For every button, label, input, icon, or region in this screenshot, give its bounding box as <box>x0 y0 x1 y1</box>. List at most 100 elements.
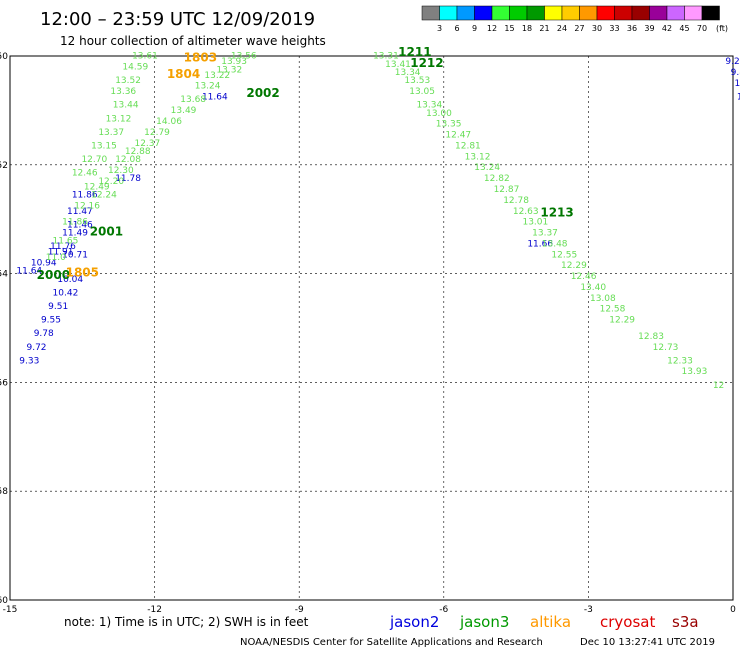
legend-jason3: jason3 <box>459 613 509 631</box>
jason3-wave-height: 13.34 <box>416 101 442 111</box>
pass-label: 2001 <box>90 225 123 239</box>
colorbar-swatch <box>456 5 475 21</box>
colorbar-tick: 3 <box>437 24 442 33</box>
wave-height-labels: 9.33 9.72 9.78 9.55 9.51 10.42 10.04 10.7111.76… <box>16 52 740 391</box>
jason3-wave-height: 13.01 <box>522 218 548 228</box>
jason2-wave-height: 11.47 <box>67 207 93 217</box>
footer-note: note: 1) Time is in UTC; 2) SWH is in fe… <box>64 615 309 629</box>
jason2-wave-height: 9.33 <box>19 356 39 366</box>
x-tick-label: -15 <box>3 605 18 615</box>
legend-s3a: s3a <box>672 613 699 631</box>
jason3-wave-height: 12 <box>713 381 724 391</box>
jason3-wave-height: 12.29 <box>609 316 635 326</box>
jason2-wave-height: 10.94 <box>31 258 57 268</box>
jason3-wave-height: 13.61 <box>132 52 158 62</box>
colorbar-swatch <box>614 5 633 21</box>
y-tick-label: -56 <box>0 378 8 388</box>
grid-lines <box>9 55 734 601</box>
y-tick-label: -60 <box>0 596 8 606</box>
colorbar-tick: 36 <box>627 24 637 33</box>
jason3-wave-height: 13.08 <box>590 294 616 304</box>
pass-label: 1213 <box>540 205 573 219</box>
jason3-wave-height: 12.33 <box>667 356 693 366</box>
y-tick-label: -52 <box>0 161 8 171</box>
pass-label: 2000 <box>37 268 70 282</box>
colorbar-tick: 6 <box>454 24 459 33</box>
jason3-wave-height: 13.05 <box>409 87 435 97</box>
colorbar-tick: 30 <box>592 24 602 33</box>
jason2-wave-height: 11.76 <box>50 242 76 252</box>
jason2-wave-height: 11.86 <box>72 190 98 200</box>
jason2-wave-height: 9.51 <box>48 302 68 312</box>
jason3-wave-height: 12.20 <box>98 177 124 187</box>
pass-label: 1805 <box>66 265 99 279</box>
jason2-wave-height: 10 <box>735 79 740 89</box>
jason3-wave-height: 12.87 <box>494 185 520 195</box>
colorbar-swatch <box>596 5 615 21</box>
x-tick-label: -9 <box>295 605 304 615</box>
jason3-wave-height: 12.73 <box>653 343 679 353</box>
jason3-wave-height: 12.46 <box>571 272 597 282</box>
jason2-wave-height: 11.46 <box>67 220 93 230</box>
colorbar-swatch <box>684 5 703 21</box>
colorbar-tick: 33 <box>609 24 619 33</box>
colorbar-tick: 21 <box>539 24 549 33</box>
colorbar-tick: 15 <box>504 24 514 33</box>
jason3-wave-height: 12.08 <box>115 155 141 165</box>
jason3-wave-height: 13.52 <box>115 76 141 86</box>
pass-label: 1804 <box>167 67 200 81</box>
legend-jason2: jason2 <box>389 613 439 631</box>
jason3-wave-height: 12.49 <box>84 182 110 192</box>
colorbar-tick: 18 <box>522 24 532 33</box>
chart-title: 12:00 – 23:59 UTC 12/09/2019 <box>40 9 315 30</box>
jason3-wave-height: 13.56 <box>231 52 257 62</box>
jason2-wave-height: 11.66 <box>527 239 553 249</box>
colorbar-swatch <box>631 5 650 21</box>
jason3-wave-height: 13.24 <box>474 163 500 173</box>
jason2-wave-height: 10.71 <box>62 250 88 260</box>
pass-label: 1212 <box>410 56 443 70</box>
jason3-wave-height: 12.81 <box>455 141 481 151</box>
jason3-wave-height: 13.35 <box>436 120 462 130</box>
x-tick-label: -3 <box>584 605 593 615</box>
legend-cryosat: cryosat <box>600 613 655 631</box>
colorbar-swatch <box>439 5 458 21</box>
jason3-wave-height: 12.37 <box>134 139 160 149</box>
y-tick-label: -58 <box>0 487 8 497</box>
jason3-wave-height: 12.82 <box>484 174 510 184</box>
colorbar-swatch <box>579 5 598 21</box>
colorbar-tick: 24 <box>557 24 567 33</box>
jason3-wave-height: 13.37 <box>98 128 124 138</box>
jason3-wave-height: 13.15 <box>91 141 117 151</box>
jason2-wave-height: 9.29 <box>725 57 740 67</box>
jason3-wave-height: 12.30 <box>108 166 134 176</box>
y-axis-ticks: -50 -52 -54 -56 -58 -60 <box>0 52 8 606</box>
jason2-wave-height: 10.04 <box>57 275 83 285</box>
jason3-wave-height: 12.70 <box>81 155 107 165</box>
colorbar-tick: 12 <box>487 24 497 33</box>
jason3-wave-height: 13.93 <box>221 57 247 67</box>
colorbar-swatch <box>491 5 510 21</box>
jason3-wave-height: 11.0 <box>46 253 66 263</box>
colorbar-unit: (ft) <box>716 24 728 33</box>
jason2-wave-height: 9.72 <box>26 343 46 353</box>
colorbar-swatch <box>561 5 580 21</box>
jason2-wave-height: 10.42 <box>53 288 79 298</box>
colorbar-swatch <box>544 5 563 21</box>
jason3-wave-height: 13.40 <box>580 283 606 293</box>
colorbar-tick: 70 <box>697 24 707 33</box>
jason3-wave-height: 13.24 <box>195 82 221 92</box>
jason3-wave-height: 12.16 <box>74 201 100 211</box>
jason2-wave-height: 9.78 <box>34 329 54 339</box>
footer-credit: NOAA/NESDIS Center for Satellite Applica… <box>240 637 543 648</box>
jason3-wave-height: 11.86 <box>62 218 88 228</box>
wave-height-colorbar: 3 6 9 12 15 18 21 24 27 30 33 36 39 42 45 70 <box>421 5 720 33</box>
colorbar-tick: 9 <box>472 24 477 33</box>
x-tick-label: -12 <box>147 605 162 615</box>
jason2-wave-height: 11.64 <box>16 267 42 277</box>
jason3-wave-height: 13.22 <box>204 71 230 81</box>
jason2-wave-height: 9.8 <box>731 68 740 78</box>
jason3-wave-height: 14.06 <box>156 117 182 127</box>
jason3-wave-height: 13.12 <box>106 114 132 124</box>
